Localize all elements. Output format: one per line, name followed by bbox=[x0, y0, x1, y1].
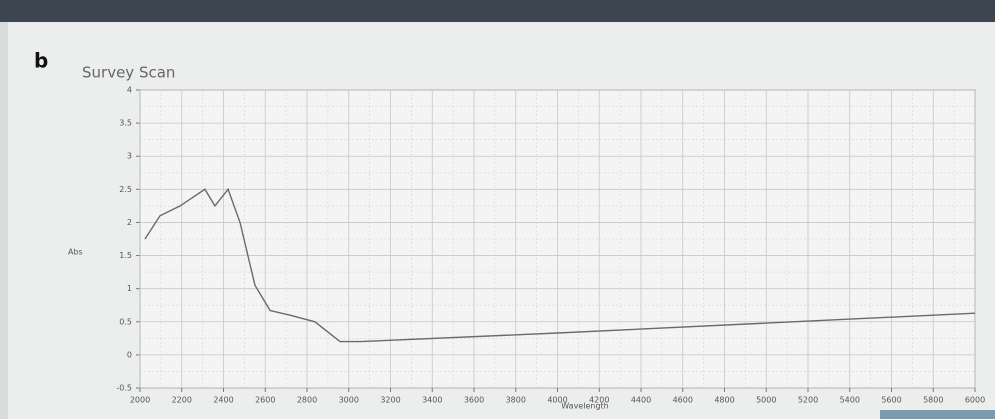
y-tick-label: 0.5 bbox=[119, 317, 132, 326]
x-tick-label: 5200 bbox=[798, 396, 818, 405]
x-tick-label: 4600 bbox=[673, 396, 693, 405]
page: {"panel_label": "b", "chart_data": {"typ… bbox=[0, 0, 995, 419]
y-tick-label: 0 bbox=[127, 350, 132, 359]
x-tick-label: 4400 bbox=[631, 396, 651, 405]
y-tick-label: 3 bbox=[127, 152, 132, 161]
y-tick-label: 2.5 bbox=[119, 185, 132, 194]
x-tick-label: 3800 bbox=[506, 396, 526, 405]
x-tick-label: 3200 bbox=[380, 396, 400, 405]
x-tick-label: 3000 bbox=[339, 396, 359, 405]
x-tick-label: 2000 bbox=[130, 396, 150, 405]
chart-title: Survey Scan bbox=[82, 64, 175, 82]
x-tick-label: 2200 bbox=[172, 396, 192, 405]
corner-widget bbox=[880, 410, 995, 419]
y-tick-label: 1.5 bbox=[119, 251, 132, 260]
y-tick-label: 2 bbox=[127, 218, 132, 227]
x-tick-label: 5400 bbox=[840, 396, 860, 405]
x-tick-label: 4000 bbox=[547, 396, 567, 405]
x-tick-label: 3600 bbox=[464, 396, 484, 405]
x-tick-label: 2400 bbox=[213, 396, 233, 405]
top-bar bbox=[0, 0, 995, 22]
x-tick-label: 4800 bbox=[714, 396, 734, 405]
x-tick-label: 5800 bbox=[923, 396, 943, 405]
y-tick-label: 3.5 bbox=[119, 119, 132, 128]
x-tick-label: 3400 bbox=[422, 396, 442, 405]
x-tick-label: 5000 bbox=[756, 396, 776, 405]
x-tick-label: 2800 bbox=[297, 396, 317, 405]
y-tick-label: 4 bbox=[127, 86, 132, 95]
x-tick-label: 4200 bbox=[589, 396, 609, 405]
y-tick-label: -0.5 bbox=[116, 384, 132, 393]
y-axis-label: Abs bbox=[68, 248, 83, 257]
screen: b Survey Scan Abs Wavelength -0.500.511.… bbox=[0, 0, 995, 419]
x-tick-label: 2600 bbox=[255, 396, 275, 405]
panel-label: b bbox=[34, 49, 48, 73]
x-tick-label: 5600 bbox=[881, 396, 901, 405]
y-tick-label: 1 bbox=[127, 284, 132, 293]
x-tick-label: 6000 bbox=[965, 396, 985, 405]
